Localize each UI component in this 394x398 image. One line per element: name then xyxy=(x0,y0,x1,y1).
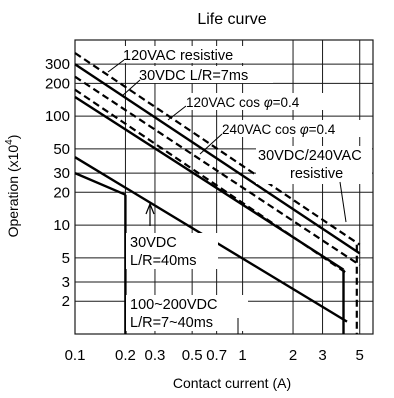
y-tick-label: 2 xyxy=(62,293,70,310)
leader-30vdc-7ms xyxy=(121,79,141,97)
label-120vac-resistive: 120VAC resistive xyxy=(123,48,233,64)
label-bg-240vac-cos xyxy=(218,120,366,137)
x-tick-label: 0.2 xyxy=(115,347,136,364)
leader-30vdc-240vac xyxy=(339,181,347,223)
y-tick-label: 3 xyxy=(62,274,70,291)
leader-120vac-cos xyxy=(167,105,187,121)
x-tick-labels: 0.1 0.2 0.3 0.5 0.7 1 2 3 5 xyxy=(65,347,364,364)
y-tick-label: 100 xyxy=(45,108,70,125)
label-100-200vdc: 100~200VDC xyxy=(130,297,217,313)
x-tick-label: 0.7 xyxy=(206,347,227,364)
y-axis-title: Operation (x104) xyxy=(4,135,21,238)
series-line-2 xyxy=(74,75,361,266)
x-tick-label: 3 xyxy=(318,347,326,364)
plot-frame xyxy=(74,39,374,335)
label-120vac-cos: 120VAC cos φ=0.4 xyxy=(186,95,300,110)
y-tick-label: 20 xyxy=(53,184,70,201)
x-tick-label: 0.1 xyxy=(65,347,86,364)
series-line-0 xyxy=(74,52,361,246)
y-tick-label: 30 xyxy=(53,165,70,182)
series-line-6 xyxy=(74,171,126,196)
series-lines xyxy=(74,52,361,334)
y-tick-labels: 2 3 5 10 20 30 50 100 200 300 xyxy=(45,56,70,310)
label-240vac-cos: 240VAC cos φ=0.4 xyxy=(222,122,336,137)
y-tick-label: 5 xyxy=(62,250,70,267)
leader-arrow-right xyxy=(149,203,155,215)
x-tick-label: 0.5 xyxy=(182,347,203,364)
y-tick-label: 10 xyxy=(53,217,70,234)
y-tick-label: 300 xyxy=(45,56,70,73)
label-30vdc: 30VDC xyxy=(130,235,177,251)
label-bg-120vac-cos xyxy=(182,93,338,110)
series-line-4 xyxy=(74,95,345,271)
y-tick-label: 50 xyxy=(53,141,70,158)
leader-arrow-left xyxy=(145,203,151,215)
x-tick-label: 5 xyxy=(356,347,364,364)
x-tick-label: 0.3 xyxy=(145,347,166,364)
x-axis-title: Contact current (A) xyxy=(173,375,291,391)
label-resistive: resistive xyxy=(290,166,343,182)
leader-240vac-cos xyxy=(199,133,223,155)
label-bg-30vdc-40ms xyxy=(126,233,218,269)
chart-title: Life curve xyxy=(197,11,266,28)
leader-120vac-resistive xyxy=(107,59,125,73)
label-30vdc-240vac: 30VDC/240VAC xyxy=(258,148,362,164)
label-30vdc-7ms: 30VDC L/R=7ms xyxy=(139,68,248,84)
label-bg-30vdc-7ms xyxy=(137,66,273,83)
grid xyxy=(75,40,373,334)
label-lr-7-40ms: L/R=7~40ms xyxy=(130,315,213,331)
label-bg-120vac-resistive xyxy=(121,46,271,63)
x-tick-label: 1 xyxy=(238,347,246,364)
label-lr-40ms: L/R=40ms xyxy=(130,253,197,269)
label-bg-100-200vdc xyxy=(126,295,248,331)
label-bg-30vdc-240vac xyxy=(256,146,372,184)
x-tick-label: 2 xyxy=(289,347,297,364)
y-tick-label: 200 xyxy=(45,75,70,92)
